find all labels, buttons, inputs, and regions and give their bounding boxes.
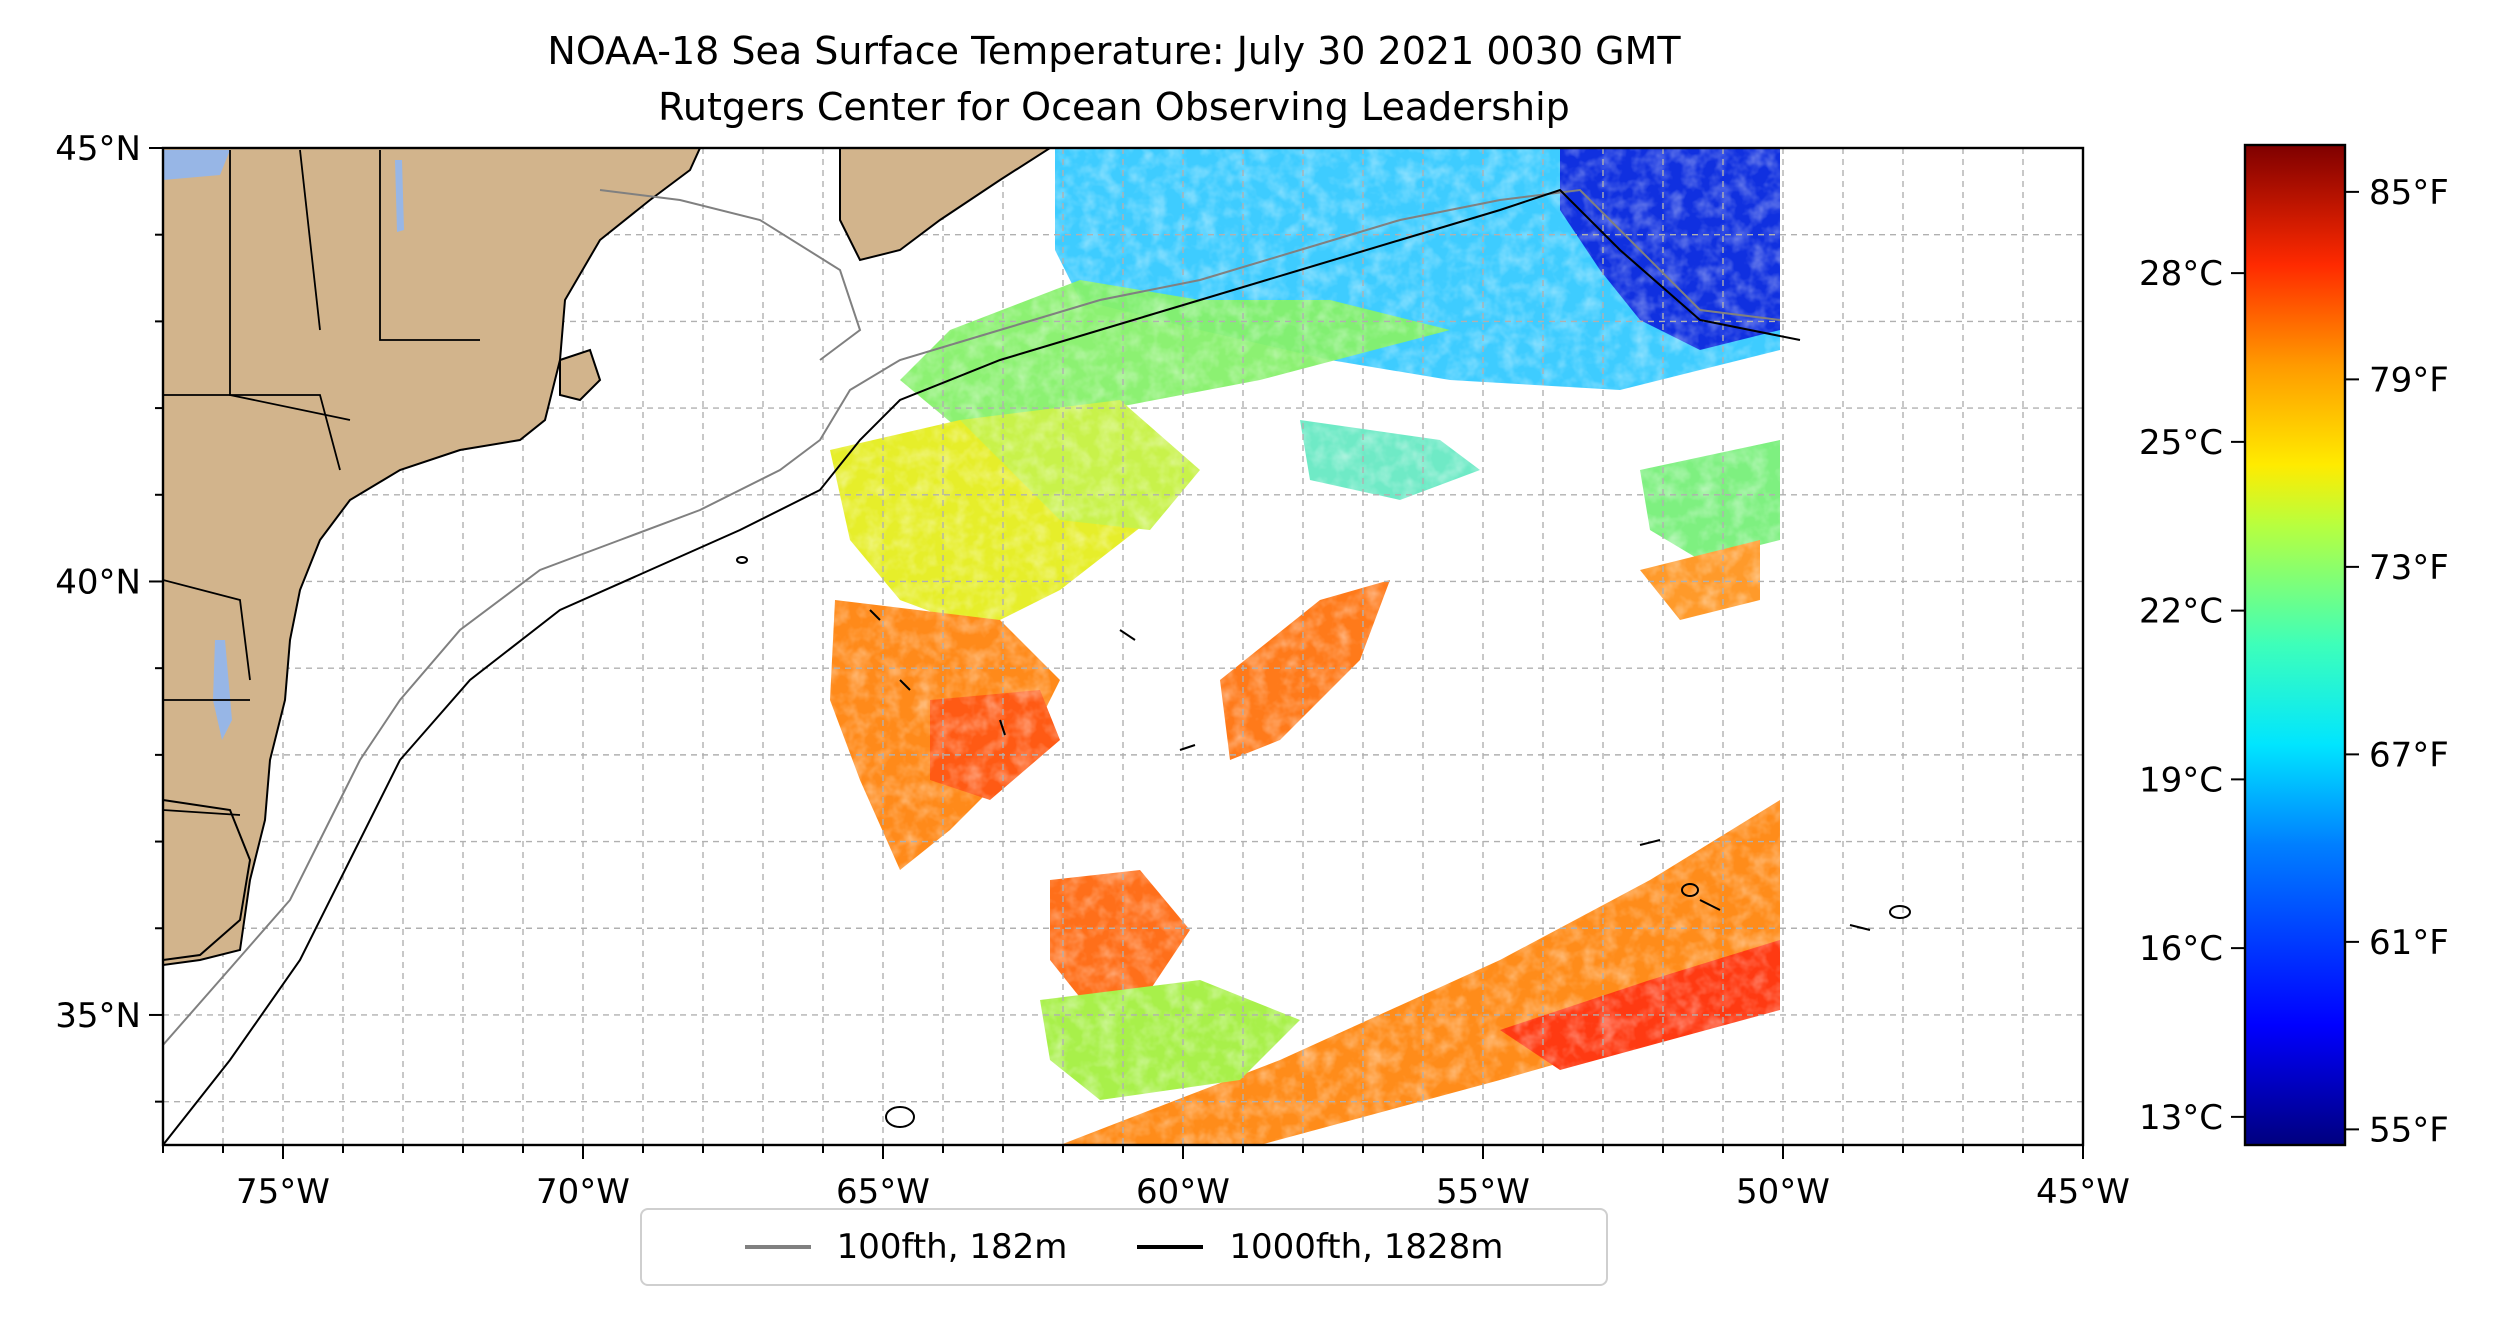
chesapeake-bay — [213, 640, 232, 740]
colorbar-celsius-label: 13°C — [2139, 1098, 2223, 1138]
legend: 100fth, 182m 1000fth, 1828m — [640, 1208, 1608, 1286]
colorbar-celsius-axis: 13°C 16°C 19°C 22°C 25°C 28°C — [2139, 254, 2245, 1138]
colorbar-fahrenheit-label: 67°F — [2369, 735, 2449, 775]
colorbar-celsius-label: 19°C — [2139, 760, 2223, 800]
x-tick-label: 70°W — [536, 1172, 630, 1212]
colorbar-fahrenheit-axis: 55°F 61°F 67°F 73°F 79°F 85°F — [2345, 173, 2449, 1150]
colorbar-celsius-label: 22°C — [2139, 592, 2223, 632]
map-plot-area — [163, 148, 2083, 1145]
legend-label-100fth: 100fth, 182m — [836, 1227, 1068, 1267]
colorbar-gradient — [2245, 145, 2345, 1145]
lake-ontario — [163, 150, 230, 180]
colorbar-frame — [2243, 143, 2347, 1147]
legend-line-100fth — [744, 1245, 811, 1249]
land-nc-outer-banks — [163, 798, 252, 962]
map-title-line1: NOAA-18 Sea Surface Temperature: July 30… — [547, 29, 1681, 73]
legend-entry-1000fth: 1000fth, 1828m — [1137, 1227, 1503, 1267]
isobath-1000fth — [163, 188, 1911, 1145]
sst-swath — [830, 148, 1790, 1145]
colorbar-celsius-label: 28°C — [2139, 254, 2223, 294]
x-tick-label: 65°W — [836, 1172, 930, 1212]
y-tick-label: 40°N — [55, 562, 141, 602]
colorbar-celsius-label: 16°C — [2139, 929, 2223, 969]
x-axis-longitude: 75°W 70°W 65°W 60°W 55°W 50°W 45°W — [162, 1145, 2130, 1212]
land-us-east-coast — [163, 148, 702, 967]
colorbar-fahrenheit-label: 55°F — [2369, 1110, 2449, 1150]
x-tick-label: 75°W — [236, 1172, 330, 1212]
state-borders — [163, 149, 480, 816]
legend-line-1000fth — [1137, 1245, 1204, 1249]
colorbar: 13°C 16°C 19°C 22°C 25°C 28°C 55°F 61°F 67°F 73°… — [2139, 143, 2449, 1150]
colorbar-fahrenheit-label: 85°F — [2369, 173, 2449, 213]
map-title-line2: Rutgers Center for Ocean Observing Leade… — [658, 85, 1570, 129]
x-tick-label: 55°W — [1436, 1172, 1530, 1212]
lake-champlain — [395, 160, 404, 232]
legend-label-1000fth: 1000fth, 1828m — [1229, 1227, 1504, 1267]
colorbar-fahrenheit-label: 61°F — [2369, 923, 2449, 963]
x-tick-label: 60°W — [1136, 1172, 1230, 1212]
y-tick-label: 35°N — [55, 996, 141, 1036]
cloud-speckle — [830, 148, 1790, 1145]
y-axis-latitude: 45°N 40°N 35°N — [55, 129, 163, 1103]
colorbar-fahrenheit-label: 73°F — [2369, 548, 2449, 588]
land-nova-scotia — [839, 148, 1052, 262]
colorbar-celsius-label: 25°C — [2139, 423, 2223, 463]
y-tick-label: 45°N — [55, 129, 141, 169]
land-masses — [163, 148, 1052, 967]
isobath-100fth — [163, 188, 1781, 1046]
x-tick-label: 50°W — [1736, 1172, 1830, 1212]
colorbar-fahrenheit-label: 79°F — [2369, 360, 2449, 400]
legend-entry-100fth: 100fth, 182m — [744, 1227, 1068, 1267]
x-tick-label: 45°W — [2036, 1172, 2130, 1212]
inland-water — [163, 150, 404, 740]
land-cape-cod — [559, 348, 602, 402]
